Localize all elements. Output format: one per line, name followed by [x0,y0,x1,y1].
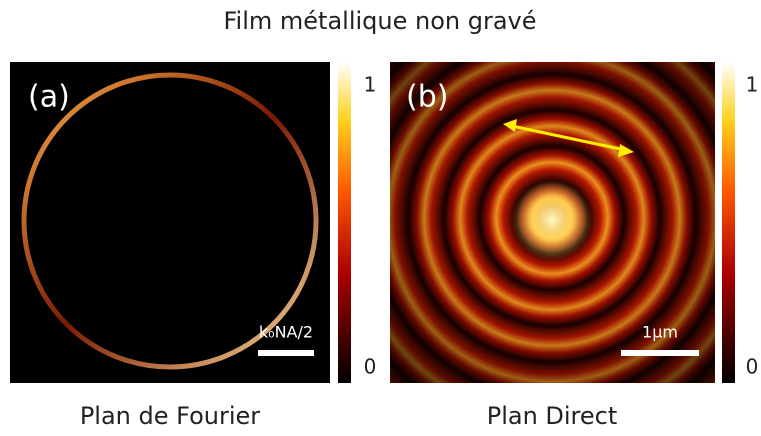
direct-image [390,62,715,383]
panel-label: (b) [406,80,448,115]
panel-caption: Plan de Fourier [80,402,260,430]
panel-label: (a) [28,80,70,115]
polarization-arrow [511,124,626,152]
arrow-head [503,119,517,132]
scale-label: 1µm [642,323,678,342]
colorbar-tick: 1 [746,73,759,97]
fourier-image [10,62,330,383]
fourier-ring [21,72,319,370]
arrow-head [618,144,634,157]
colorbar-tick: 0 [364,355,377,379]
scale-bar [258,350,314,356]
colorbar-tick: 0 [746,355,759,379]
colorbar-tick: 1 [364,73,377,97]
scale-bar [621,350,699,356]
colorbar [722,62,735,383]
colorbar [338,62,351,383]
scale-label: k₀NA/2 [259,323,313,342]
panel-caption: Plan Direct [487,402,618,430]
figure-title: Film métallique non gravé [223,7,536,35]
